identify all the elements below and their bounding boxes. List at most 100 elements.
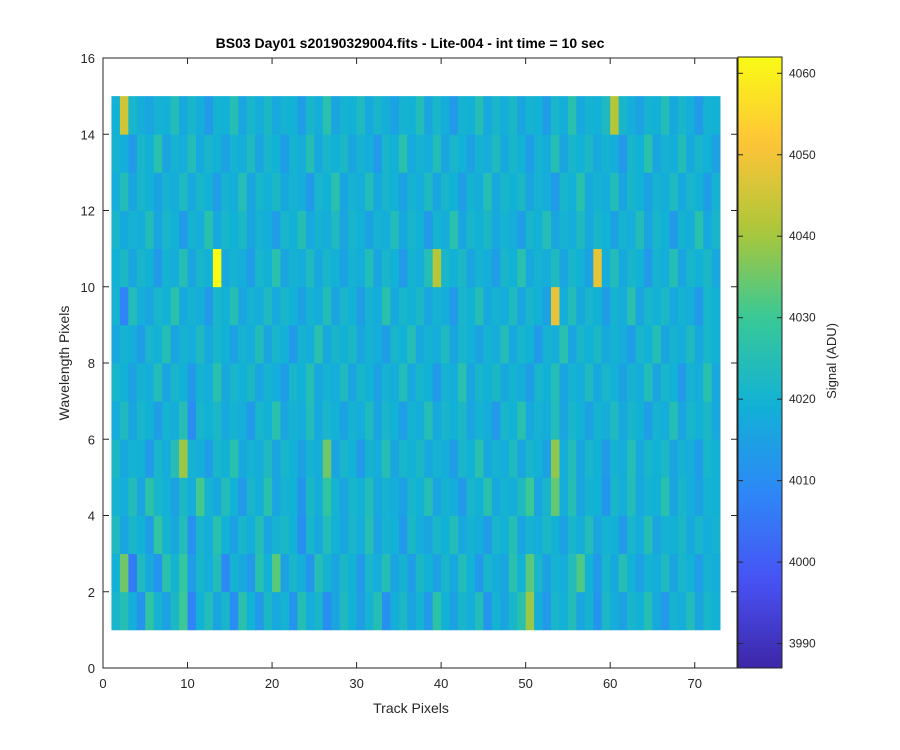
- heatmap-cell: [424, 591, 434, 631]
- heatmap-cell: [491, 286, 501, 326]
- heatmap-cell: [187, 96, 197, 135]
- heatmap-cell: [432, 477, 442, 516]
- heatmap-cell: [576, 96, 586, 135]
- heatmap-cell: [458, 210, 467, 250]
- heatmap-cell: [534, 439, 543, 478]
- heatmap-cell: [297, 210, 307, 250]
- heatmap-cell: [322, 477, 332, 516]
- heatmap-cell: [128, 515, 138, 555]
- heatmap-cell: [170, 210, 180, 250]
- heatmap-cell: [415, 248, 425, 288]
- heatmap-cell: [483, 96, 493, 135]
- colorbar-tick-label: 4020: [789, 392, 816, 406]
- heatmap-cell: [128, 553, 138, 593]
- heatmap-cell: [280, 96, 290, 135]
- heatmap-cell: [660, 210, 670, 250]
- heatmap-cell: [441, 591, 450, 631]
- heatmap-cell: [466, 439, 476, 478]
- heatmap-cell: [432, 172, 442, 211]
- heatmap-cell: [551, 286, 560, 326]
- heatmap-cell: [415, 515, 425, 555]
- heatmap-cell: [322, 210, 332, 250]
- heatmap-cell: [449, 286, 459, 326]
- heatmap-cell: [610, 286, 620, 326]
- heatmap-cell: [517, 134, 527, 173]
- heatmap-cell: [652, 401, 662, 440]
- heatmap-cell: [703, 286, 713, 326]
- heatmap-cell: [348, 591, 357, 631]
- heatmap-cell: [441, 401, 450, 440]
- heatmap-cell: [381, 401, 391, 440]
- heatmap-cell: [483, 401, 493, 440]
- y-tick-label: 2: [88, 585, 95, 600]
- heatmap-cell: [424, 553, 434, 593]
- heatmap-cell: [153, 515, 163, 555]
- heatmap-cell: [660, 401, 670, 440]
- heatmap-cell: [508, 477, 518, 516]
- heatmap-cell: [170, 591, 180, 631]
- heatmap-cell: [170, 248, 180, 288]
- heatmap-cell: [525, 477, 535, 516]
- heatmap-cell: [500, 553, 510, 593]
- heatmap-cell: [559, 439, 569, 478]
- heatmap-cell: [119, 439, 129, 478]
- heatmap-cell: [119, 477, 129, 516]
- heatmap-cell: [331, 96, 341, 135]
- heatmap-cell: [694, 553, 704, 593]
- colorbar-tick-label: 4060: [789, 66, 816, 80]
- heatmap-cell: [339, 172, 349, 211]
- heatmap-cell: [145, 324, 155, 364]
- heatmap-cell: [559, 248, 569, 288]
- heatmap-cell: [677, 172, 687, 211]
- heatmap-cell: [204, 210, 214, 250]
- heatmap-cell: [229, 210, 239, 250]
- heatmap-cell: [593, 324, 603, 364]
- heatmap-cell: [711, 439, 721, 478]
- heatmap-cell: [644, 324, 653, 364]
- heatmap-cell: [365, 172, 374, 211]
- heatmap-cell: [551, 363, 560, 402]
- heatmap-cell: [238, 363, 248, 402]
- heatmap-cell: [373, 210, 383, 250]
- heatmap-cell: [415, 134, 425, 173]
- heatmap-cell: [610, 591, 620, 631]
- heatmap-cell: [415, 439, 425, 478]
- heatmap-cell: [229, 286, 239, 326]
- heatmap-cell: [356, 401, 366, 440]
- heatmap-cell: [348, 439, 357, 478]
- heatmap-cell: [449, 363, 459, 402]
- heatmap-cell: [136, 591, 146, 631]
- heatmap-cell: [145, 477, 155, 516]
- heatmap-cell: [280, 401, 290, 440]
- heatmap-cell: [525, 591, 535, 631]
- heatmap-cell: [145, 553, 155, 593]
- heatmap-cell: [255, 286, 265, 326]
- heatmap-cell: [195, 363, 205, 402]
- heatmap-cell: [356, 248, 366, 288]
- heatmap-cell: [381, 324, 391, 364]
- heatmap-cell: [474, 363, 484, 402]
- heatmap-cell: [449, 248, 459, 288]
- heatmap-cell: [162, 591, 172, 631]
- heatmap-cell: [652, 286, 662, 326]
- heatmap-cell: [584, 515, 594, 555]
- heatmap-cell: [221, 210, 231, 250]
- heatmap-cell: [356, 591, 366, 631]
- heatmap-cell: [179, 248, 188, 288]
- heatmap-cell: [525, 515, 535, 555]
- heatmap-cell: [297, 324, 307, 364]
- heatmap-cell: [356, 210, 366, 250]
- heatmap-cell: [466, 401, 476, 440]
- heatmap-cell: [153, 401, 163, 440]
- heatmap-cell: [187, 172, 197, 211]
- heatmap-cell: [500, 363, 510, 402]
- heatmap-cell: [229, 96, 239, 135]
- heatmap-cell: [424, 286, 434, 326]
- heatmap-cell: [272, 363, 281, 402]
- heatmap-cell: [432, 96, 442, 135]
- heatmap-cell: [162, 515, 172, 555]
- heatmap-cell: [136, 172, 146, 211]
- heatmap-cell: [162, 477, 172, 516]
- heatmap-cells: [111, 96, 721, 631]
